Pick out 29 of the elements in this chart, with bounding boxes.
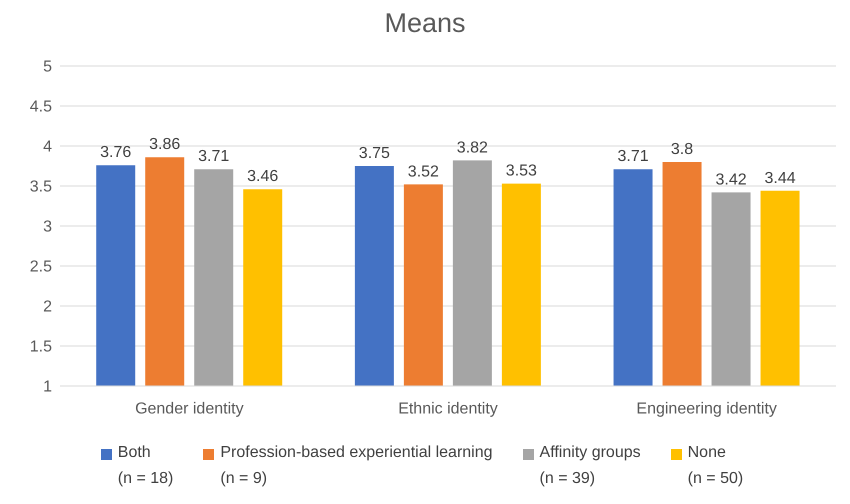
data-label: 3.8 [670, 141, 694, 158]
y-tick-label: 2.5 [30, 258, 52, 276]
data-label: 3.52 [408, 163, 440, 180]
y-tick-label: 3 [43, 218, 52, 236]
data-label: 3.71 [617, 148, 649, 166]
data-label: 3.44 [764, 170, 796, 187]
legend-label: Both (n = 18) [118, 443, 174, 489]
y-tick-label: 1.5 [30, 338, 52, 356]
x-tick-label: Gender identity [135, 400, 244, 418]
data-label: 3.86 [149, 136, 180, 154]
data-label: 3.76 [100, 144, 132, 162]
y-tick-label: 2 [43, 298, 52, 316]
y-tick-label: 4 [43, 138, 52, 156]
y-tick-label: 3.5 [30, 178, 52, 196]
x-tick-label: Ethnic identity [398, 400, 498, 418]
data-label: 3.46 [247, 168, 278, 186]
data-label: 3.71 [198, 148, 230, 166]
data-label: 3.82 [456, 139, 488, 156]
data-label: 3.75 [358, 145, 390, 162]
legend-label: None (n = 50) [688, 443, 744, 489]
y-tick-label: 5 [43, 58, 52, 76]
data-label: 3.53 [506, 162, 538, 180]
legend-label: Profession-based experiential learning (n = 9) [220, 443, 493, 489]
data-label: 3.42 [715, 171, 747, 188]
chart-title: Means [383, 8, 467, 40]
legend-label: Affinity groups (n = 39) [540, 443, 641, 489]
x-tick-label: Engineering identity [636, 400, 777, 418]
y-tick-label: 1 [43, 378, 52, 396]
y-tick-label: 4.5 [30, 98, 52, 116]
